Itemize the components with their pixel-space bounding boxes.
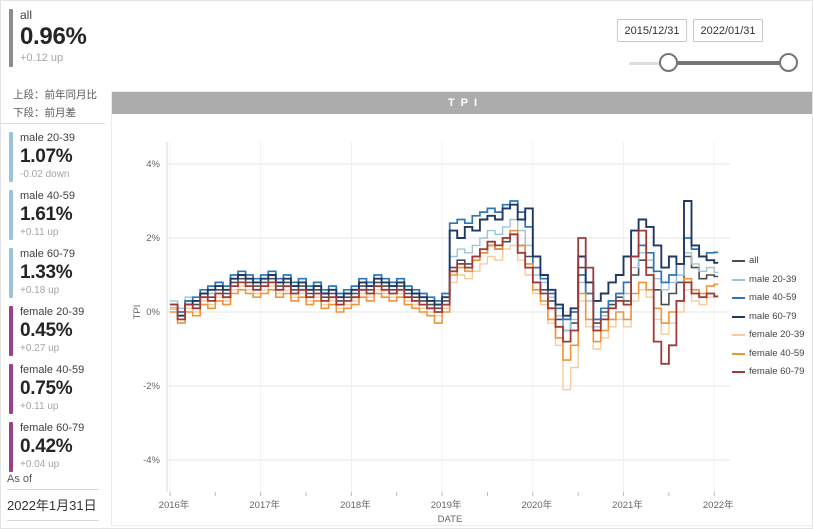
legend-dash (732, 260, 745, 262)
svg-text:2021年: 2021年 (612, 499, 643, 511)
as-of-date: 2022年1月31日 (7, 490, 99, 521)
kpi-value: 0.42% (20, 436, 73, 457)
kpi-accent-bar (9, 132, 13, 182)
kpi-accent-bar (9, 9, 13, 67)
start-date-input[interactable] (617, 19, 687, 42)
slider-handle-end[interactable] (779, 53, 798, 72)
kpi-label: female 40-59 (20, 364, 85, 376)
as-of-block: As of 2022年1月31日 (7, 473, 99, 521)
svg-text:2022年: 2022年 (703, 499, 734, 511)
slider-track-unselected[interactable] (629, 62, 669, 65)
kpi-delta: +0.04 up (20, 459, 60, 470)
kpi-delta: +0.11 up (20, 401, 59, 412)
slider-track-selected[interactable] (669, 61, 789, 65)
legend-label: all (749, 255, 759, 266)
tpi-chart[interactable]: 4% 2% 0% -2% -4% 2016年 2017年 2018年 2019年 2020年 202… (112, 114, 813, 525)
legend-dash (732, 334, 745, 336)
kpi-value: 0.96% (20, 23, 87, 50)
kpi-delta: +0.18 up (20, 285, 60, 296)
legend-dash (732, 371, 745, 373)
chart-title: TPI (112, 92, 812, 114)
svg-text:DATE: DATE (438, 514, 463, 525)
kpi-delta: +0.11 up (20, 227, 59, 238)
svg-text:TPI: TPI (132, 305, 143, 320)
kpi-card-all[interactable]: all 0.96% +0.12 up (9, 9, 87, 67)
chart-card: TPI 4% 2% 0% -2% -4% 2016年 2017年 2018年 2019年 2020… (111, 91, 813, 526)
legend-label: male 20-39 (749, 273, 797, 285)
sidebar: all 0.96% +0.12 up 上段：前年同月比 下段：前月差 male … (1, 1, 109, 528)
kpi-accent-bar (9, 422, 13, 472)
kpi-delta: +0.27 up (20, 343, 60, 354)
legend-label: female 20-39 (749, 329, 805, 340)
legend-label: female 60-79 (749, 366, 805, 377)
svg-text:2017年: 2017年 (249, 499, 280, 511)
kpi-label: male 60-79 (20, 248, 76, 260)
slider-handle-start[interactable] (659, 53, 678, 72)
svg-text:0%: 0% (146, 307, 160, 318)
kpi-accent-bar (9, 364, 13, 414)
kpi-card-male-20-39[interactable]: male 20-39 1.07% -0.02 down (9, 132, 75, 182)
kpi-card-female-60-79[interactable]: female 60-79 0.42% +0.04 up (9, 422, 84, 472)
legend-label: male 40-59 (749, 292, 797, 303)
kpi-value: 1.07% (20, 146, 73, 167)
kpi-label: male 20-39 (20, 132, 76, 144)
legend-item-female-60-79[interactable]: female 60-79 (732, 366, 812, 378)
chart-legend: all male 20-39 male 40-59 male 60-79 fem… (732, 255, 812, 385)
as-of-label: As of (7, 473, 99, 490)
kpi-card-male-40-59[interactable]: male 40-59 1.61% +0.11 up (9, 190, 75, 240)
legend-label: female 40-59 (749, 347, 805, 359)
svg-text:2019年: 2019年 (431, 499, 462, 511)
legend-item-male-40-59[interactable]: male 40-59 (732, 292, 812, 304)
kpi-value: 0.75% (20, 378, 73, 399)
kpi-label: female 60-79 (20, 422, 85, 434)
svg-text:-2%: -2% (143, 381, 160, 392)
kpi-notes: 上段：前年同月比 下段：前月差 (13, 86, 97, 122)
kpi-label: female 20-39 (20, 306, 85, 318)
kpi-value: 0.45% (20, 320, 73, 341)
sidebar-divider (1, 123, 105, 124)
kpi-label: all (20, 8, 33, 22)
legend-label: male 60-79 (749, 310, 797, 322)
svg-text:2016年: 2016年 (159, 499, 190, 511)
svg-text:2%: 2% (146, 233, 160, 244)
legend-item-male-20-39[interactable]: male 20-39 (732, 274, 812, 286)
note-line-2: 下段：前月差 (13, 107, 76, 119)
kpi-delta: -0.02 down (20, 169, 70, 180)
kpi-card-female-40-59[interactable]: female 40-59 0.75% +0.11 up (9, 364, 84, 414)
svg-text:2020年: 2020年 (521, 499, 552, 511)
legend-dash (732, 315, 745, 318)
kpi-value: 1.33% (20, 262, 73, 283)
kpi-card-male-60-79[interactable]: male 60-79 1.33% +0.18 up (9, 248, 75, 298)
date-range-slicer (611, 15, 806, 77)
end-date-input[interactable] (693, 19, 763, 42)
note-line-1: 上段：前年同月比 (13, 89, 97, 101)
svg-text:-4%: -4% (143, 455, 160, 466)
kpi-delta: +0.12 up (20, 52, 64, 64)
legend-item-all[interactable]: all (732, 255, 812, 267)
kpi-card-female-20-39[interactable]: female 20-39 0.45% +0.27 up (9, 306, 84, 356)
legend-item-male-60-79[interactable]: male 60-79 (732, 311, 812, 323)
legend-dash (732, 297, 745, 299)
legend-dash (732, 278, 745, 281)
svg-text:4%: 4% (146, 159, 160, 170)
legend-item-female-40-59[interactable]: female 40-59 (732, 348, 812, 360)
kpi-accent-bar (9, 190, 13, 240)
svg-text:2018年: 2018年 (340, 499, 371, 511)
legend-dash (732, 352, 745, 355)
legend-item-female-20-39[interactable]: female 20-39 (732, 329, 812, 341)
date-range-slider[interactable] (611, 49, 806, 77)
kpi-accent-bar (9, 248, 13, 298)
kpi-label: male 40-59 (20, 190, 76, 202)
kpi-value: 1.61% (20, 204, 73, 225)
kpi-accent-bar (9, 306, 13, 356)
